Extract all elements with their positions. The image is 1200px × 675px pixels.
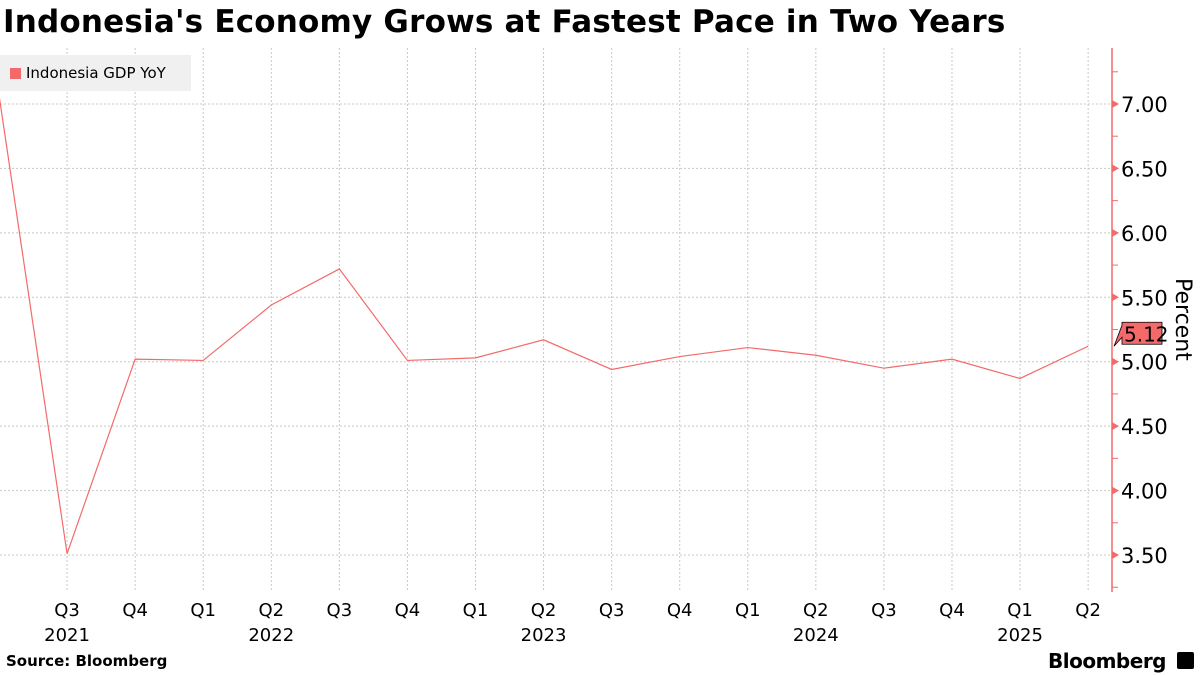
y-tick-label: 4.00 <box>1121 480 1168 504</box>
last-value-tag <box>1113 321 1163 347</box>
y-tick <box>1112 100 1119 108</box>
x-tick-label: Q1 <box>463 600 489 621</box>
y-tick-label: 6.00 <box>1121 222 1168 246</box>
y-tick-label: 5.50 <box>1121 286 1168 310</box>
y-tick-label: 7.00 <box>1121 93 1168 117</box>
x-tick-label: Q3 <box>871 600 897 621</box>
y-tick <box>1112 357 1119 366</box>
legend: Indonesia GDP YoY <box>0 55 191 91</box>
y-tick <box>1112 486 1119 495</box>
x-tick-label: Q1 <box>190 600 216 621</box>
source-note: Source: Bloomberg <box>6 652 168 670</box>
x-tick-label: Q1 <box>1007 600 1033 621</box>
x-tick-label: Q2 <box>531 600 557 621</box>
x-tick-label: Q1 <box>735 600 761 621</box>
x-year-label: 2021 <box>44 625 90 646</box>
x-tick-label: Q3 <box>54 600 80 621</box>
legend-swatch <box>10 67 21 79</box>
y-axis-label: Percent <box>1170 278 1195 361</box>
x-year-label: 2025 <box>997 625 1043 646</box>
x-tick-label: Q4 <box>122 600 148 621</box>
x-tick-label: Q4 <box>395 600 421 621</box>
y-tick-label: 5.00 <box>1121 351 1168 375</box>
x-tick-label: Q2 <box>1075 600 1101 621</box>
legend-label: Indonesia GDP YoY <box>26 64 166 82</box>
x-tick-label: Q2 <box>803 600 829 621</box>
x-tick-label: Q2 <box>258 600 284 621</box>
x-tick-label: Q4 <box>939 600 965 621</box>
y-tick-label: 4.50 <box>1121 415 1168 439</box>
x-year-label: 2024 <box>793 625 839 646</box>
x-year-label: 2023 <box>521 625 567 646</box>
y-tick <box>1112 422 1119 431</box>
y-tick <box>1112 164 1119 173</box>
y-tick-label: 6.50 <box>1121 157 1168 181</box>
last-value-label: 5.12 <box>1124 322 1169 346</box>
x-tick-label: Q3 <box>599 600 625 621</box>
y-tick-label: 3.50 <box>1121 544 1168 568</box>
y-tick <box>1112 551 1119 560</box>
bloomberg-logo: Bloomberg <box>1048 649 1166 673</box>
y-tick <box>1112 228 1119 237</box>
x-tick-label: Q3 <box>327 600 353 621</box>
bloomberg-icon <box>1177 652 1194 669</box>
x-year-label: 2022 <box>248 625 294 646</box>
y-tick <box>1112 293 1119 302</box>
x-tick-label: Q4 <box>667 600 693 621</box>
chart-title: Indonesia's Economy Grows at Fastest Pac… <box>3 4 1006 40</box>
